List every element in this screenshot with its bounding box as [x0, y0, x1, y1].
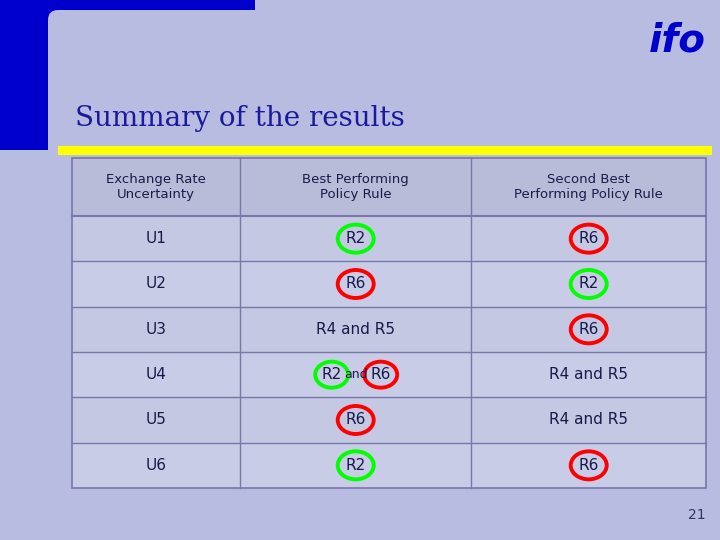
Bar: [72, 307, 706, 352]
Text: R6: R6: [579, 458, 599, 473]
Text: R4 and R5: R4 and R5: [549, 367, 629, 382]
Bar: [72, 397, 706, 443]
Text: Exchange Rate
Uncertainty: Exchange Rate Uncertainty: [106, 173, 206, 201]
Text: R6: R6: [579, 231, 599, 246]
Text: ifo: ifo: [649, 22, 706, 60]
Text: R4 and R5: R4 and R5: [316, 322, 395, 337]
Text: Summary of the results: Summary of the results: [75, 105, 405, 132]
Text: R6: R6: [579, 322, 599, 337]
Text: and: and: [344, 368, 367, 381]
Text: R2: R2: [346, 458, 366, 473]
Bar: [72, 158, 706, 488]
Text: Best Performing
Policy Rule: Best Performing Policy Rule: [302, 173, 409, 201]
Bar: [58, 146, 712, 155]
Text: U3: U3: [145, 322, 166, 337]
Text: R6: R6: [346, 276, 366, 292]
Text: R6: R6: [371, 367, 391, 382]
Bar: [0, 0, 255, 150]
Bar: [72, 216, 706, 261]
Text: U4: U4: [145, 367, 166, 382]
Text: Second Best
Performing Policy Rule: Second Best Performing Policy Rule: [514, 173, 663, 201]
Bar: [72, 261, 706, 307]
Bar: [72, 352, 706, 397]
Text: U6: U6: [145, 458, 166, 473]
Text: R2: R2: [579, 276, 599, 292]
Text: U5: U5: [145, 413, 166, 428]
FancyBboxPatch shape: [48, 10, 720, 500]
Text: 21: 21: [688, 508, 706, 522]
Bar: [72, 158, 706, 216]
Bar: [0, 0, 255, 120]
Text: R4 and R5: R4 and R5: [549, 413, 629, 428]
Text: U1: U1: [145, 231, 166, 246]
Bar: [72, 443, 706, 488]
Text: U2: U2: [145, 276, 166, 292]
Text: R2: R2: [322, 367, 342, 382]
Text: R2: R2: [346, 231, 366, 246]
Text: R6: R6: [346, 413, 366, 428]
